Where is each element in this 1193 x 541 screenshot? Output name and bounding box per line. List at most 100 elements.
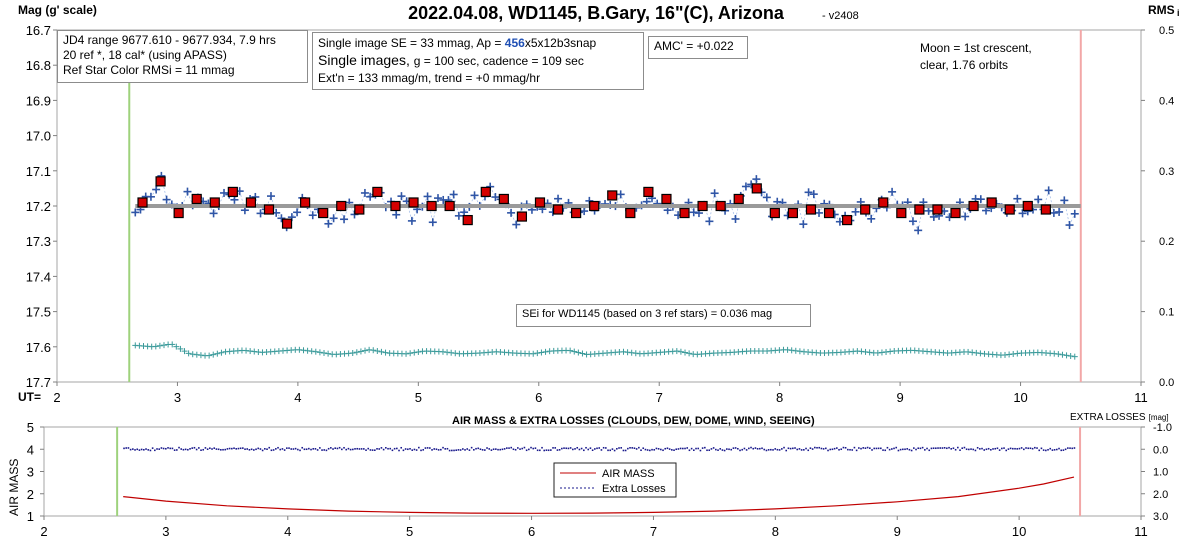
rms-point: [156, 342, 163, 349]
raw-point: [209, 209, 218, 218]
bottom-right-axis-label: EXTRA LOSSES [mag]: [1070, 412, 1169, 423]
xtick-label-bottom: 9: [894, 524, 901, 539]
ytick-label-right: 0.5: [1159, 25, 1174, 37]
rms-point: [374, 348, 381, 355]
ytick-label-right: 0.2: [1159, 236, 1174, 248]
binned-point: [281, 218, 293, 229]
ytick-label-left-bottom: 1: [27, 509, 34, 524]
binned-point: [589, 200, 600, 212]
rms-point: [534, 350, 541, 357]
raw-point: [815, 208, 824, 217]
raw-point: [293, 208, 302, 217]
binned-point: [137, 197, 148, 208]
binned-point: [1004, 204, 1015, 215]
ytick-label-right: 0.4: [1159, 95, 1174, 107]
se-line-2-a: Single images,: [318, 52, 414, 68]
xtick-label-bottom: 8: [772, 524, 779, 539]
raw-point: [554, 194, 563, 203]
xtick-label-top: 11: [1134, 390, 1148, 405]
raw-point: [512, 220, 521, 229]
xtick-label-bottom: 11: [1134, 524, 1148, 539]
raw-point: [454, 211, 463, 220]
raw-point: [340, 215, 349, 224]
raw-point: [507, 208, 516, 217]
raw-point: [434, 194, 443, 203]
binned-point: [571, 207, 582, 219]
binned-point: [679, 207, 690, 219]
rms-point: [1067, 353, 1074, 360]
raw-point: [131, 208, 140, 217]
binned-point: [1022, 200, 1033, 212]
xtick-label-top: 5: [415, 390, 422, 405]
raw-point: [308, 211, 317, 220]
ytick-label-left: 17.2: [26, 199, 51, 214]
rms-point: [325, 350, 332, 357]
rms-point: [353, 349, 360, 356]
sei-box: SEi for WD1145 (based on 3 ref stars) = …: [516, 304, 811, 327]
rms-point: [177, 345, 184, 352]
raw-point: [616, 190, 625, 199]
binned-point: [534, 197, 546, 208]
rms-point: [575, 349, 582, 356]
xtick-label-bottom: 4: [284, 524, 291, 539]
binned-point: [751, 183, 762, 194]
air-mass-chart: AIR MASS & EXTRA LOSSES (CLOUDS, DEW, DO…: [7, 412, 1172, 539]
raw-point: [1044, 186, 1053, 195]
binned-point: [300, 197, 311, 208]
rms-point: [185, 350, 192, 357]
raw-point: [146, 192, 155, 201]
raw-point: [809, 190, 818, 199]
raw-point: [397, 192, 406, 201]
binned-point: [986, 197, 997, 208]
binned-point: [932, 204, 943, 215]
binned-point: [805, 204, 817, 215]
ytick-label-left: 17.0: [26, 129, 51, 144]
se-line-2: Single images, g = 100 sec, cadence = 10…: [318, 52, 638, 70]
raw-point: [1049, 208, 1058, 217]
raw-point: [460, 208, 469, 217]
x-axis-label: UT=: [18, 390, 41, 404]
rms-point: [682, 349, 689, 356]
raw-point: [752, 175, 761, 184]
raw-point: [710, 189, 719, 198]
rms-point: [161, 342, 168, 349]
rms-point: [567, 347, 574, 354]
binned-point: [607, 190, 618, 201]
rms-point: [357, 348, 364, 355]
raw-point: [230, 195, 239, 204]
raw-point: [324, 219, 333, 228]
rms-point: [1055, 351, 1062, 358]
moon-box: Moon = 1st crescent, clear, 1.76 orbits: [914, 37, 1066, 79]
rms-point: [382, 349, 389, 356]
raw-point: [799, 220, 808, 229]
rms-point: [411, 349, 418, 356]
rms-point: [1059, 351, 1066, 358]
extra-losses-line: [123, 446, 1076, 452]
raw-point: [1065, 221, 1074, 230]
binned-point: [318, 207, 329, 219]
rms-point: [316, 349, 323, 356]
rms-point: [362, 347, 369, 354]
ytick-label-left: 17.3: [26, 234, 51, 249]
raw-point: [360, 188, 369, 197]
xtick-label-top: 6: [535, 390, 542, 405]
binned-point: [769, 207, 780, 219]
raw-point: [491, 193, 500, 202]
se-line-1: Single image SE = 33 mmag, Ap = 456x5x12…: [318, 35, 638, 52]
rms-point: [1071, 353, 1078, 360]
light-curve-chart: Mag (g' scale) 2022.04.08, WD1145, B.Gar…: [18, 3, 1180, 405]
binned-point: [408, 197, 419, 208]
ytick-label-right: 0.1: [1159, 307, 1174, 319]
raw-point: [407, 216, 416, 225]
ytick-label-right-bottom: 1.0: [1153, 467, 1168, 479]
ytick-label-left-bottom: 3: [27, 465, 34, 480]
raw-point: [470, 191, 479, 200]
ytick-label-left: 16.9: [26, 93, 51, 108]
raw-point: [914, 226, 923, 235]
rms-point: [173, 343, 180, 350]
jd-line-2: 20 ref *, 18 cal* (using APASS): [63, 48, 227, 62]
raw-point: [1055, 207, 1064, 216]
raw-point: [392, 210, 401, 219]
rms-point: [677, 348, 684, 355]
xtick-label-bottom: 6: [528, 524, 535, 539]
